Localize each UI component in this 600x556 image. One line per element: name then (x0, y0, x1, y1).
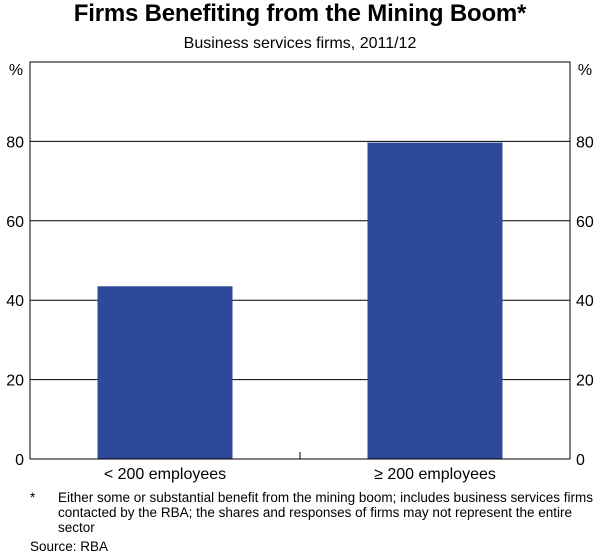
chart-subtitle: Business services firms, 2011/12 (183, 35, 417, 52)
axis-ticks: 0 0 20 20 40 40 60 60 80 80 < 200 employees ≥ 200 e… (6, 134, 594, 483)
y-tick-label-left: 40 (6, 293, 24, 310)
bar (97, 286, 233, 459)
x-tick-label: ≥ 200 employees (374, 466, 496, 483)
chart-title: Firms Benefiting from the Mining Boom* (73, 0, 527, 27)
y-tick-label-left: 60 (6, 214, 24, 231)
bars (97, 142, 503, 459)
y-axis-unit-left: % (9, 62, 23, 79)
footnote-marker: * (30, 490, 36, 505)
x-tick-label: < 200 employees (104, 466, 226, 483)
y-tick-label-right: 80 (576, 134, 594, 151)
y-tick-label-left: 0 (15, 452, 24, 469)
bar (367, 142, 503, 459)
y-axis-unit-right: % (578, 62, 592, 79)
footnote-text: Either some or substantial benefit from … (58, 490, 593, 535)
y-tick-label-right: 40 (576, 293, 594, 310)
y-tick-label-right: 0 (576, 452, 585, 469)
chart-svg: 0 0 20 20 40 40 60 60 80 80 < 200 employees ≥ 200 e… (6, 61, 594, 483)
y-tick-label-right: 60 (576, 214, 594, 231)
source-note: Source: RBA (30, 539, 109, 554)
y-tick-label-left: 20 (6, 373, 24, 390)
y-tick-label-right: 20 (576, 373, 594, 390)
y-tick-label-left: 80 (6, 134, 24, 151)
